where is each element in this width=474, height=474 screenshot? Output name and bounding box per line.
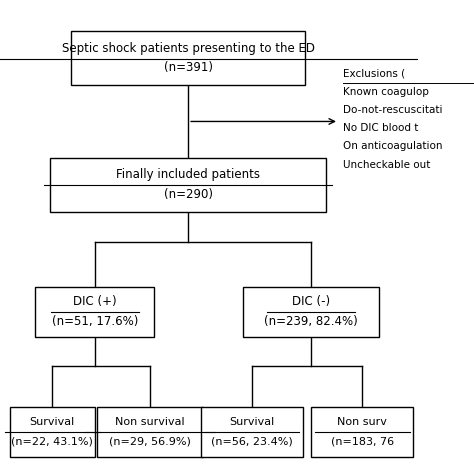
Text: Uncheckable out: Uncheckable out: [343, 160, 430, 170]
Text: (n=22, 43.1%): (n=22, 43.1%): [11, 437, 93, 447]
Text: Finally included patients: Finally included patients: [116, 168, 260, 182]
Text: On anticoagulation: On anticoagulation: [343, 141, 443, 151]
Text: Exclusions (: Exclusions (: [343, 69, 405, 79]
Text: (n=29, 56.9%): (n=29, 56.9%): [109, 437, 191, 447]
Bar: [201, 407, 303, 457]
Text: Non survival: Non survival: [115, 417, 185, 427]
Text: Septic shock patients presenting to the ED: Septic shock patients presenting to the …: [62, 42, 315, 55]
Bar: [50, 158, 326, 212]
Text: Survival: Survival: [229, 417, 274, 427]
Text: (n=290): (n=290): [164, 188, 213, 201]
Text: (n=391): (n=391): [164, 62, 213, 74]
Bar: [243, 287, 379, 337]
Text: Non surv: Non surv: [337, 417, 387, 427]
Text: No DIC blood t: No DIC blood t: [343, 123, 419, 133]
Bar: [72, 31, 305, 85]
Text: (n=51, 17.6%): (n=51, 17.6%): [52, 315, 138, 328]
Text: (n=56, 23.4%): (n=56, 23.4%): [211, 437, 293, 447]
Text: Do-not-rescuscitati: Do-not-rescuscitati: [343, 105, 443, 115]
Bar: [10, 407, 95, 457]
Bar: [311, 407, 413, 457]
Text: Survival: Survival: [30, 417, 75, 427]
Text: (n=183, 76: (n=183, 76: [331, 437, 394, 447]
Text: (n=239, 82.4%): (n=239, 82.4%): [264, 315, 358, 328]
Bar: [97, 407, 203, 457]
Text: DIC (+): DIC (+): [73, 295, 117, 308]
Text: DIC (-): DIC (-): [292, 295, 330, 308]
Text: Known coagulop: Known coagulop: [343, 87, 429, 97]
Bar: [35, 287, 154, 337]
